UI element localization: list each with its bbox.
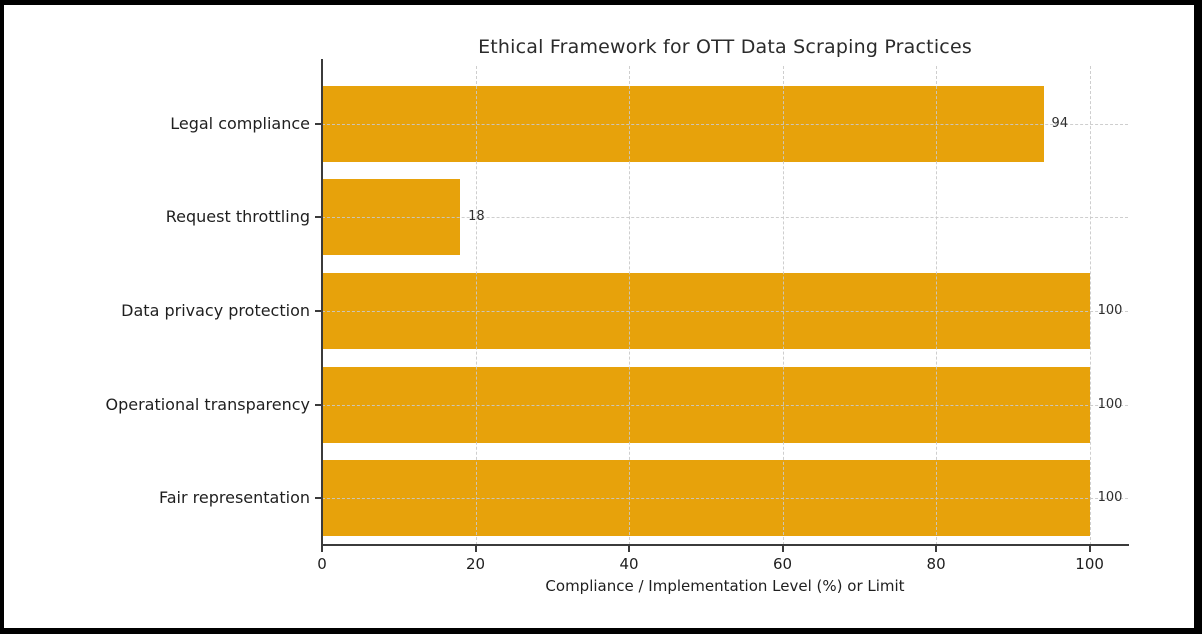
x-tick-label-40: 40 bbox=[619, 555, 639, 573]
bar-value-label: 100 bbox=[1097, 396, 1123, 412]
horizontal-gridline bbox=[322, 310, 1128, 312]
horizontal-gridline bbox=[322, 217, 1128, 219]
y-tick-mark bbox=[315, 216, 322, 219]
y-tick-label-operational-transparency: Operational transparency bbox=[105, 394, 310, 414]
y-tick-label-legal-compliance: Legal compliance bbox=[170, 113, 310, 133]
bar-row: 100 bbox=[322, 358, 1128, 452]
x-tick-mark bbox=[628, 545, 631, 552]
bar-row: 18 bbox=[322, 171, 1128, 265]
bar-value-label: 18 bbox=[468, 209, 485, 225]
x-tick-label-100: 100 bbox=[1075, 555, 1104, 573]
horizontal-gridline bbox=[322, 498, 1128, 500]
y-tick-mark bbox=[315, 122, 322, 125]
vertical-gridline-40 bbox=[629, 66, 631, 545]
x-tick-label-20: 20 bbox=[465, 555, 486, 573]
y-tick-mark bbox=[315, 403, 322, 406]
x-tick-label-60: 60 bbox=[773, 555, 793, 573]
y-tick-label-data-privacy-protection: Data privacy protection bbox=[121, 301, 310, 321]
x-tick-mark bbox=[321, 545, 323, 552]
x-tick-mark bbox=[474, 545, 477, 552]
plot-area: 94 18 100 100 100 bbox=[321, 59, 1129, 546]
y-tick-label-fair-representation: Fair representation bbox=[159, 488, 310, 508]
vertical-gridline-80 bbox=[936, 66, 938, 545]
x-tick-label-0: 0 bbox=[317, 555, 327, 573]
horizontal-gridline bbox=[322, 404, 1128, 406]
bar-row: 94 bbox=[322, 77, 1128, 171]
y-tick-mark bbox=[315, 310, 322, 312]
bar-value-label: 100 bbox=[1097, 490, 1123, 506]
y-tick-label-request-throttling: Request throttling bbox=[165, 207, 310, 227]
x-axis-label: Compliance / Implementation Level (%) or… bbox=[545, 577, 905, 595]
x-axis-spine bbox=[321, 544, 1129, 546]
chart-canvas: Ethical Framework for OTT Data Scraping … bbox=[4, 5, 1194, 628]
bar-rows: 94 18 100 100 100 bbox=[322, 77, 1128, 545]
chart-title: Ethical Framework for OTT Data Scraping … bbox=[478, 36, 972, 58]
vertical-gridline-20 bbox=[475, 66, 477, 545]
bar-value-label: 100 bbox=[1097, 303, 1123, 319]
x-tick-label-80: 80 bbox=[926, 555, 946, 573]
x-tick-mark bbox=[935, 545, 938, 552]
bar-row: 100 bbox=[322, 451, 1128, 545]
y-axis-spine bbox=[321, 59, 323, 546]
vertical-gridline-60 bbox=[782, 66, 784, 545]
bar-value-label: 94 bbox=[1051, 115, 1069, 131]
horizontal-gridline bbox=[322, 123, 1128, 125]
bar-row: 100 bbox=[322, 264, 1128, 358]
x-tick-mark bbox=[781, 545, 784, 552]
x-tick-mark bbox=[1088, 545, 1091, 552]
vertical-gridline-100 bbox=[1089, 66, 1091, 545]
y-tick-mark bbox=[315, 497, 322, 500]
